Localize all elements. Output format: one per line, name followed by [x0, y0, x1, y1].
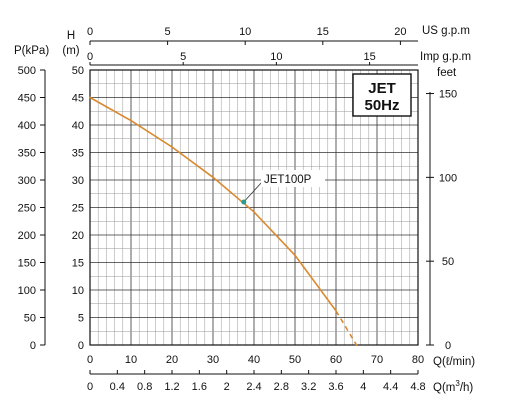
q-m3h-tick-label: 1.6 [192, 381, 207, 393]
q-m3h-tick-label: 0.4 [110, 381, 125, 393]
plot-frame [89, 69, 419, 346]
imp-gpm-tick-label: 0 [87, 51, 93, 63]
feet-tick-label: 50 [442, 256, 454, 268]
us-gpm-tick-label: 10 [239, 26, 251, 38]
h-tick-label: 30 [72, 175, 84, 187]
data-point [253, 211, 255, 213]
series-label-box [261, 170, 325, 187]
p-tick-label: 200 [18, 230, 36, 242]
p-tick-label: 450 [18, 93, 36, 105]
series-label: JET100P [264, 174, 312, 186]
us-gpm-axis-label: US g.p.m [422, 25, 470, 37]
us-gpm-tick-label: 20 [394, 26, 406, 38]
q-m3h-axis-label: Q(m3/h) [433, 379, 473, 394]
p-tick-label: 100 [18, 285, 36, 297]
q-m3h-tick-label: 2.8 [274, 381, 289, 393]
q-lmin-tick-label: 30 [207, 354, 219, 366]
p-tick-label: 250 [18, 203, 36, 215]
p-tick-label: 500 [18, 65, 36, 77]
q-m3h-tick-label: 4 [360, 381, 366, 393]
data-point [171, 146, 173, 148]
data-point [89, 96, 91, 99]
imp-gpm-tick-label: 10 [270, 51, 282, 63]
feet-tick-label: 0 [445, 340, 451, 352]
imp-gpm-tick-label: 15 [363, 51, 375, 63]
h-tick-label: 20 [72, 230, 84, 242]
q-m3h-tick-label: 0.8 [137, 381, 152, 393]
h-tick-label: 35 [72, 148, 84, 160]
title-box [352, 73, 412, 117]
q-m3h-tick-label: 4.4 [383, 381, 398, 393]
h-axis-label-top: H [67, 30, 75, 42]
feet-tick-label: 150 [439, 89, 457, 101]
q-m3h-tick-label: 3.2 [301, 381, 316, 393]
h-tick-label: 25 [72, 203, 84, 215]
curve-jet100p-dashed [335, 310, 358, 346]
p-tick-label: 400 [18, 120, 36, 132]
q-m3h-tick-label: 3.6 [328, 381, 343, 393]
p-tick-label: 150 [18, 258, 36, 270]
q-m3h-tick-label: 4.8 [410, 381, 425, 393]
q-lmin-tick-label: 50 [289, 354, 301, 366]
q-m3h-tick-label: 0 [87, 381, 93, 393]
data-point [355, 344, 358, 346]
q-lmin-tick-label: 10 [125, 354, 137, 366]
h-tick-label: 40 [72, 120, 84, 132]
p-tick-label: 50 [24, 313, 36, 325]
us-gpm-tick-label: 5 [165, 26, 171, 38]
us-gpm-tick-label: 0 [87, 26, 93, 38]
q-lmin-tick-label: 20 [166, 354, 178, 366]
q-lmin-tick-label: 70 [371, 354, 383, 366]
h-tick-label: 0 [78, 340, 84, 352]
data-point [212, 176, 214, 179]
q-lmin-tick-label: 0 [87, 354, 93, 366]
q-lmin-tick-label: 40 [248, 354, 260, 366]
us-gpm-tick-label: 15 [317, 26, 329, 38]
q-m3h-tick-label: 2 [224, 381, 230, 393]
q-m3h-tick-label: 2.4 [246, 381, 261, 393]
series [89, 96, 358, 346]
p-tick-label: 0 [30, 340, 36, 352]
series-leader-line [243, 181, 263, 203]
axes [40, 40, 434, 375]
h-tick-label: 45 [72, 93, 84, 105]
feet-axis-label: feet [437, 67, 457, 79]
chart-title: JET [368, 80, 396, 97]
imp-gpm-tick-label: 5 [180, 51, 186, 63]
series-marker [241, 199, 247, 205]
q-m3h-tick-label: 1.2 [164, 381, 179, 393]
p-axis-label: P(kPa) [14, 45, 49, 57]
imp-gpm-axis-label: Imp g.p.m [420, 51, 471, 63]
h-axis-label-bottom: (m) [62, 45, 79, 57]
data-point [130, 119, 132, 122]
p-tick-label: 300 [18, 175, 36, 187]
tick-labels: 0510152025303540455005010015020025030035… [18, 26, 458, 393]
h-tick-label: 50 [72, 65, 84, 77]
h-tick-label: 10 [72, 285, 84, 297]
chart-subtitle: 50Hz [364, 97, 399, 114]
q-lmin-tick-label: 80 [412, 354, 424, 366]
data-point [294, 254, 296, 257]
grid [89, 69, 419, 346]
feet-tick-label: 100 [439, 172, 457, 184]
p-tick-label: 350 [18, 148, 36, 160]
h-tick-label: 15 [72, 258, 84, 270]
q-lmin-axis-label: Q(ℓ/min) [433, 356, 475, 368]
data-point [335, 310, 337, 312]
q-lmin-tick-label: 60 [330, 354, 342, 366]
h-tick-label: 5 [78, 313, 84, 325]
